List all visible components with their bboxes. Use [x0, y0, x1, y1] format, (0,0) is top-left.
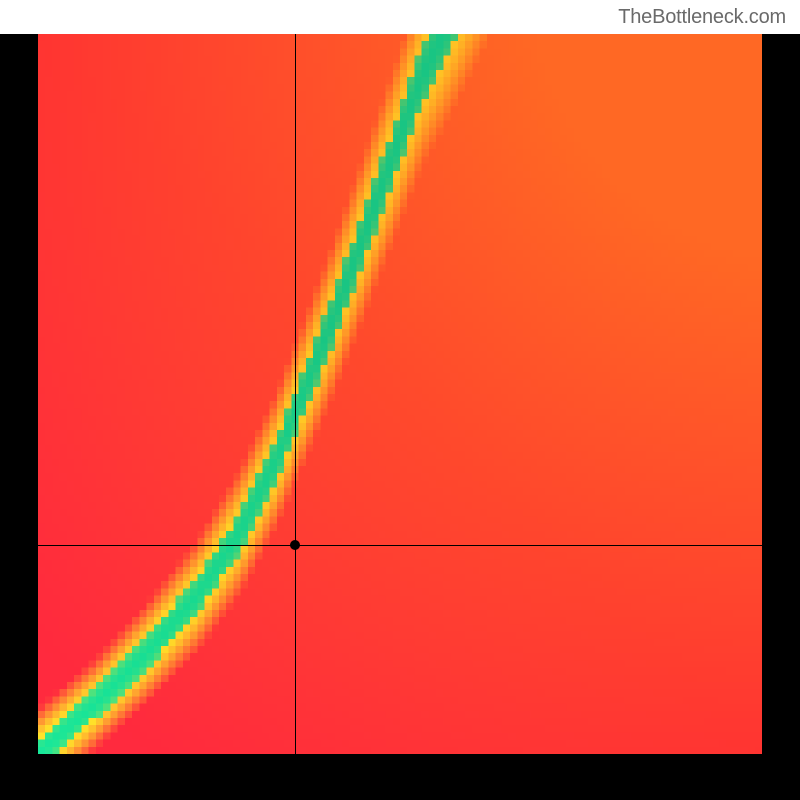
crosshair-horizontal [38, 545, 762, 546]
heatmap-canvas [38, 34, 762, 754]
watermark-text: TheBottleneck.com [618, 6, 786, 29]
chart-outer-frame [0, 34, 800, 800]
crosshair-vertical [295, 34, 296, 754]
chart-plot-area [38, 34, 762, 754]
